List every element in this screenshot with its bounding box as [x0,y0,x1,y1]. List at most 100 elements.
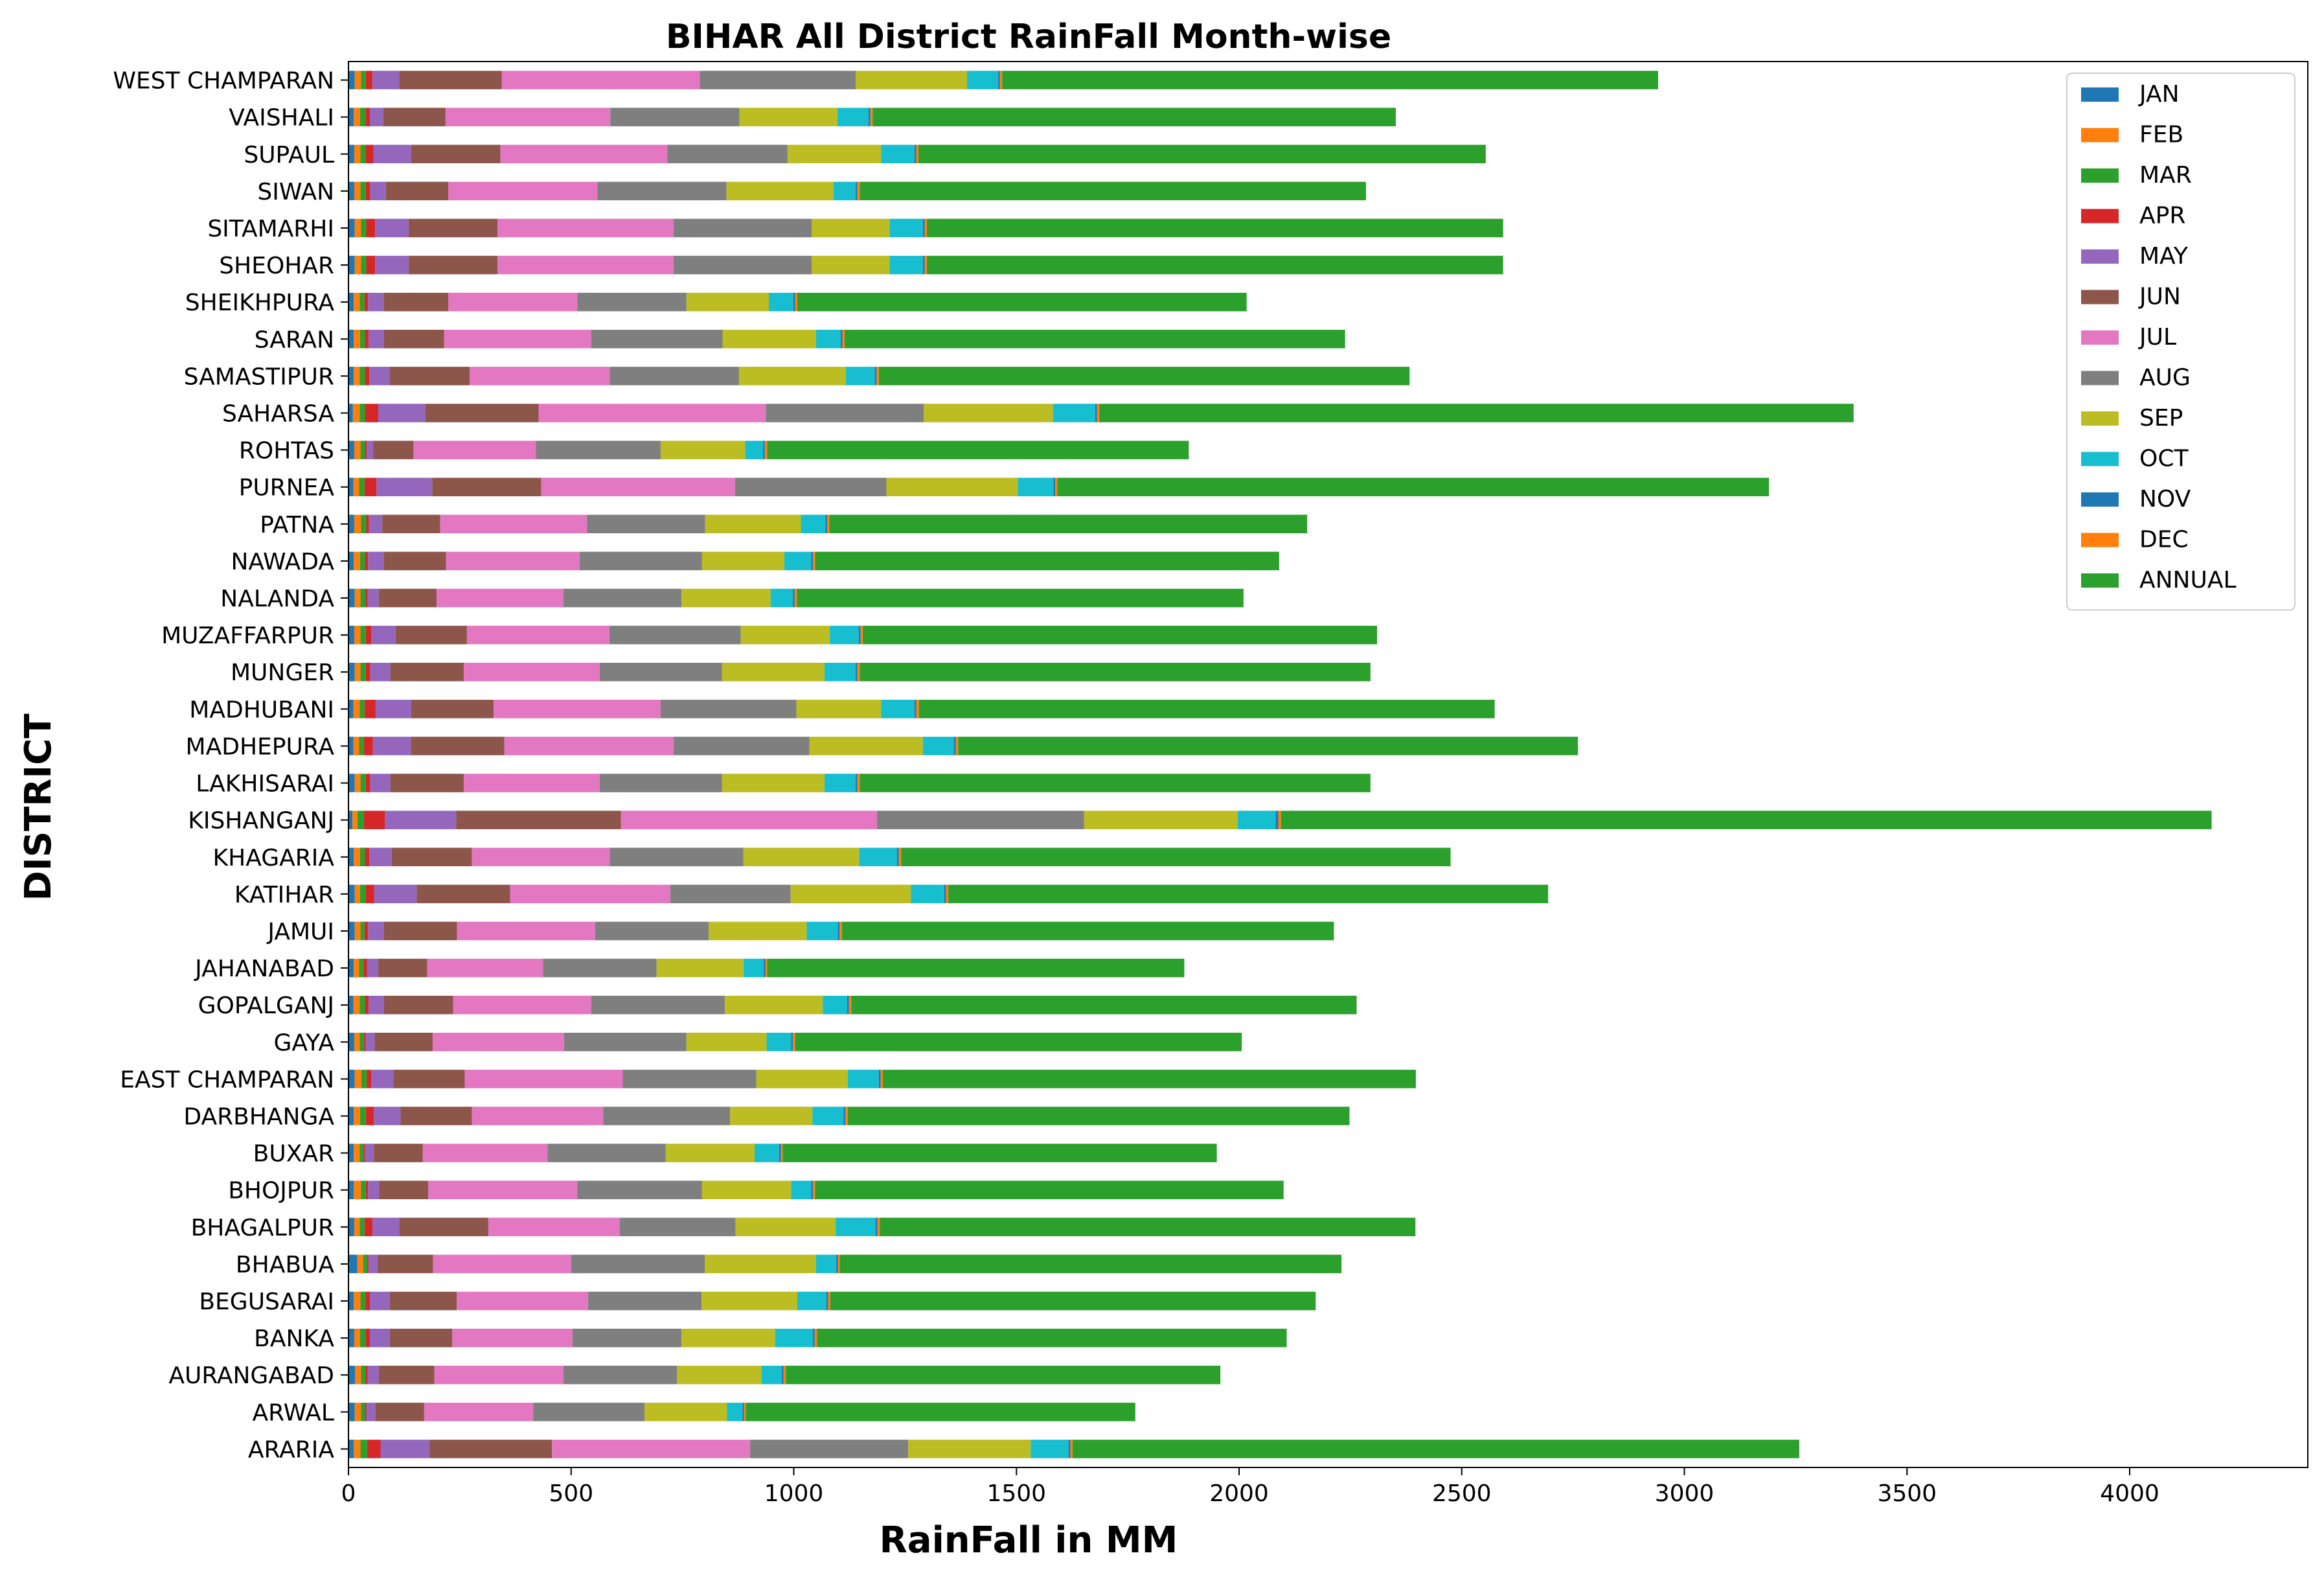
bar-arwal-apr [365,1403,367,1421]
bar-jamui-dec [839,921,842,941]
bar-begusarai-jun [389,1291,457,1311]
plot-frame [348,61,2308,1468]
bar-saran-aug [591,330,723,349]
bar-banka-may [370,1328,390,1348]
bar-patna-jun [382,514,440,534]
bar-nalanda-jun [378,588,437,608]
bar-jahanabad-jul [427,958,543,978]
bar-khagaria-aug [609,847,744,867]
bar-vaishali-dec [870,108,873,126]
bar-sheikhpura-jan [348,292,354,312]
bar-gopalganj-apr [365,995,369,1015]
bar-west-champaran-sep [856,71,967,89]
bar-darbhanga-sep [730,1107,813,1125]
bar-siwan-jan [348,181,354,201]
legend-label-jan: JAN [2138,81,2180,108]
bar-lakhisarai-feb [354,774,361,792]
bar-arwal-may [366,1403,376,1421]
bar-supaul-jul [500,144,668,164]
legend-label-oct: OCT [2139,446,2189,472]
bar-araria-nov [1068,1440,1071,1458]
bar-patna-jul [440,514,587,534]
bar-lakhisarai-aug [599,774,722,792]
bar-bhagalpur-jun [399,1217,488,1237]
bar-buxar-jan [348,1144,354,1162]
bar-siwan-feb [354,181,361,201]
bar-banka-dec [814,1328,817,1348]
bar-munger-jul [464,662,600,682]
bar-west-champaran-jan [348,71,355,89]
bar-jamui-jan [348,921,355,941]
bar-supaul-may [373,144,411,164]
legend-swatch-nov [2081,492,2119,507]
legend-swatch-annual [2081,573,2119,588]
bar-jahanabad-apr [363,958,367,978]
bar-munger-oct [824,662,856,682]
bar-gopalganj-dec [849,995,852,1015]
bar-siwan-oct [833,181,856,201]
bar-begusarai-may [370,1291,390,1311]
bar-samastipur-jun [389,367,470,385]
bar-madhubani-annual [918,700,1495,719]
bar-araria-oct [1031,1440,1069,1458]
x-tick-label: 3000 [1655,1480,1715,1507]
bar-nawada-apr [365,551,369,571]
bar-supaul-aug [667,144,788,164]
bar-nalanda-feb [354,588,361,608]
bar-arwal-jul [424,1403,534,1421]
bar-saharsa-nov [1095,404,1097,422]
bar-araria-jun [429,1440,553,1458]
legend-label-apr: APR [2139,203,2185,229]
y-tick-label: KHAGARIA [213,845,335,871]
bar-madhubani-nov [914,700,917,719]
bar-banka-feb [354,1328,360,1348]
x-tick-label: 2000 [1209,1480,1269,1507]
y-tick-label: KISHANGANJ [188,808,334,834]
bar-west-champaran-jun [399,71,502,89]
bar-sitamarhi-aug [673,218,812,238]
bar-gaya-feb [354,1033,360,1052]
bar-darbhanga-mar [359,1107,366,1125]
bar-vaishali-aug [610,108,740,126]
bar-bhagalpur-mar [359,1217,365,1237]
bar-aurangabad-sep [677,1365,762,1385]
bar-saran-oct [815,330,841,349]
bar-bhagalpur-may [372,1217,400,1237]
bar-banka-sep [681,1328,775,1348]
bar-nalanda-jul [437,588,564,608]
bar-purnea-jan [348,477,354,496]
bar-saharsa-apr [365,404,379,422]
bar-munger-aug [599,662,722,682]
bar-sheikhpura-mar [359,292,365,312]
bar-banka-apr [365,1328,370,1348]
bar-aurangabad-aug [564,1365,678,1385]
bar-jamui-annual [841,921,1334,941]
bar-rohtas-jan [348,441,354,459]
legend-label-jul: JUL [2138,324,2176,351]
legend-label-annual: ANNUAL [2139,567,2237,593]
legend-swatch-jun [2081,290,2119,305]
bar-sheikhpura-oct [769,292,793,312]
y-tick-label: SHEIKHPURA [185,290,335,316]
bar-nalanda-sep [681,588,771,608]
bar-banka-aug [572,1328,682,1348]
bar-lakhisarai-mar [360,774,366,792]
bar-sheohar-nov [922,255,925,275]
x-tick-label: 1500 [986,1480,1046,1507]
bar-gaya-apr [364,1033,366,1052]
y-tick-label: MADHEPURA [186,733,335,760]
bar-jahanabad-jun [378,958,427,978]
bar-bhabua-dec [837,1254,840,1274]
bar-lakhisarai-dec [857,774,860,792]
bar-west-champaran-feb [354,71,361,89]
legend-swatch-aug [2081,371,2119,385]
y-tick-label: AURANGABAD [168,1362,334,1389]
bar-bhabua-mar [363,1254,367,1274]
bar-east-champaran-sep [756,1070,848,1088]
bar-sheikhpura-aug [577,292,687,312]
legend-label-dec: DEC [2139,527,2189,553]
bar-darbhanga-nov [843,1107,846,1125]
bar-khagaria-jul [472,847,610,867]
bar-east-champaran-dec [880,1070,883,1088]
bar-west-champaran-jul [501,71,700,89]
